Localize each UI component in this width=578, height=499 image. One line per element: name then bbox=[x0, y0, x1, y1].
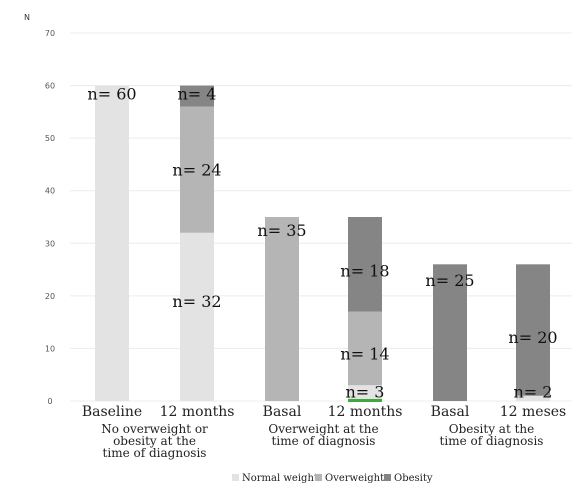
y-axis-label: N bbox=[24, 13, 30, 22]
x-axis-categories: Baseline 12 months Basal 12 months Basal 12 m… bbox=[82, 404, 566, 420]
data-label: n= 60 bbox=[87, 84, 136, 103]
legend-swatch bbox=[232, 474, 239, 481]
legend-swatch bbox=[384, 474, 391, 481]
bar-segment-overweight bbox=[180, 106, 214, 233]
x-tick-label: Baseline bbox=[82, 404, 142, 420]
bar-segment-obesity bbox=[516, 264, 550, 396]
data-label: n= 18 bbox=[340, 262, 389, 281]
group-label: time of diagnosis bbox=[103, 446, 207, 460]
y-tick-label: 60 bbox=[45, 82, 55, 91]
y-tick-label: 40 bbox=[45, 187, 55, 196]
y-axis-ticks: 0 10 20 30 40 50 60 70 bbox=[45, 29, 55, 406]
bar-segment-normal-weight bbox=[180, 232, 214, 401]
group-label: Obesity at the bbox=[449, 422, 534, 436]
group-label: time of diagnosis bbox=[272, 434, 376, 448]
bar-segment-overweight bbox=[348, 311, 382, 386]
data-labels: n= 60 n= 4 n= 24 n= 32 n= 35 n= 18 n= 14 n= 3 n=… bbox=[87, 84, 557, 401]
y-tick-label: 0 bbox=[47, 397, 52, 406]
group-label: time of diagnosis bbox=[440, 434, 544, 448]
y-tick-label: 30 bbox=[45, 239, 55, 248]
data-label: n= 32 bbox=[172, 292, 221, 311]
group-label: No overweight or bbox=[101, 422, 208, 436]
legend: Normal weight Overweight Obesity bbox=[232, 473, 433, 484]
data-label: n= 14 bbox=[340, 345, 389, 364]
data-label: n= 25 bbox=[425, 271, 474, 290]
legend-label: Normal weight bbox=[242, 473, 318, 484]
data-label: n= 4 bbox=[178, 84, 217, 103]
x-tick-label: 12 meses bbox=[500, 404, 566, 420]
legend-label: Overweight bbox=[325, 473, 384, 484]
bar-segment-normal-weight bbox=[516, 395, 550, 401]
legend-label: Obesity bbox=[394, 473, 433, 484]
bars bbox=[95, 85, 550, 402]
bar-segment-obesity bbox=[348, 217, 382, 312]
y-tick-label: 50 bbox=[45, 134, 55, 143]
bar-segment-normal-weight bbox=[95, 85, 129, 402]
x-tick-label: Basal bbox=[431, 404, 470, 420]
data-label: n= 24 bbox=[172, 161, 221, 180]
gridlines bbox=[70, 32, 572, 402]
baseline-marker bbox=[348, 399, 382, 402]
x-tick-label: 12 months bbox=[160, 404, 235, 420]
y-tick-label: 10 bbox=[45, 344, 55, 353]
y-tick-label: 20 bbox=[45, 292, 55, 301]
group-label: obesity at the bbox=[113, 434, 196, 448]
data-label: n= 35 bbox=[257, 221, 306, 240]
legend-swatch bbox=[315, 474, 322, 481]
bar-segment-normal-weight bbox=[348, 385, 382, 401]
bar-segment-obesity bbox=[180, 85, 214, 107]
bar-segment-overweight bbox=[265, 217, 299, 401]
x-tick-label: 12 months bbox=[328, 404, 403, 420]
bar-segment-obesity bbox=[433, 264, 467, 401]
data-label: n= 2 bbox=[514, 383, 553, 402]
data-label: n= 3 bbox=[346, 383, 385, 402]
y-tick-label: 70 bbox=[45, 29, 55, 38]
x-tick-label: Basal bbox=[263, 404, 302, 420]
group-label: Overweight at the bbox=[268, 422, 378, 436]
data-label: n= 20 bbox=[508, 328, 557, 347]
